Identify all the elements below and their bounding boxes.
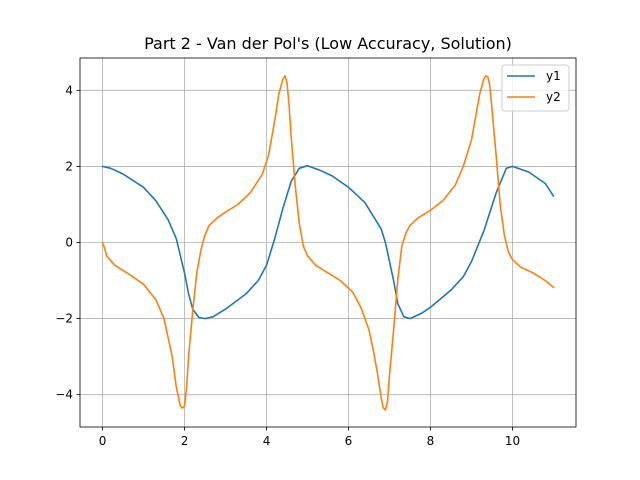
legend-label-y2: y2 <box>546 90 561 104</box>
series-line-y1 <box>101 164 555 320</box>
x-tick-label: 8 <box>427 434 435 448</box>
y-tick-label: −2 <box>55 312 73 326</box>
y-tick-label: −4 <box>55 388 73 402</box>
x-tick-label: 6 <box>345 434 353 448</box>
axis-ticks: 0 2 4 6 8 10 −4 −2 0 2 4 <box>55 83 520 448</box>
legend: y1 y2 <box>501 64 570 112</box>
series-layer <box>101 75 555 411</box>
x-tick-label: 2 <box>181 434 189 448</box>
legend-label-y1: y1 <box>546 69 561 83</box>
y-tick-label: 4 <box>65 83 73 97</box>
x-tick-label: 0 <box>99 434 107 448</box>
x-tick-label: 4 <box>263 434 271 448</box>
chart-title: Part 2 - Van der Pol's (Low Accuracy, So… <box>144 34 512 53</box>
y-tick-label: 2 <box>65 159 73 173</box>
grid <box>80 58 576 427</box>
series-line-y2 <box>101 75 555 411</box>
y-tick-label: 0 <box>65 236 73 250</box>
x-tick-label: 10 <box>505 434 520 448</box>
